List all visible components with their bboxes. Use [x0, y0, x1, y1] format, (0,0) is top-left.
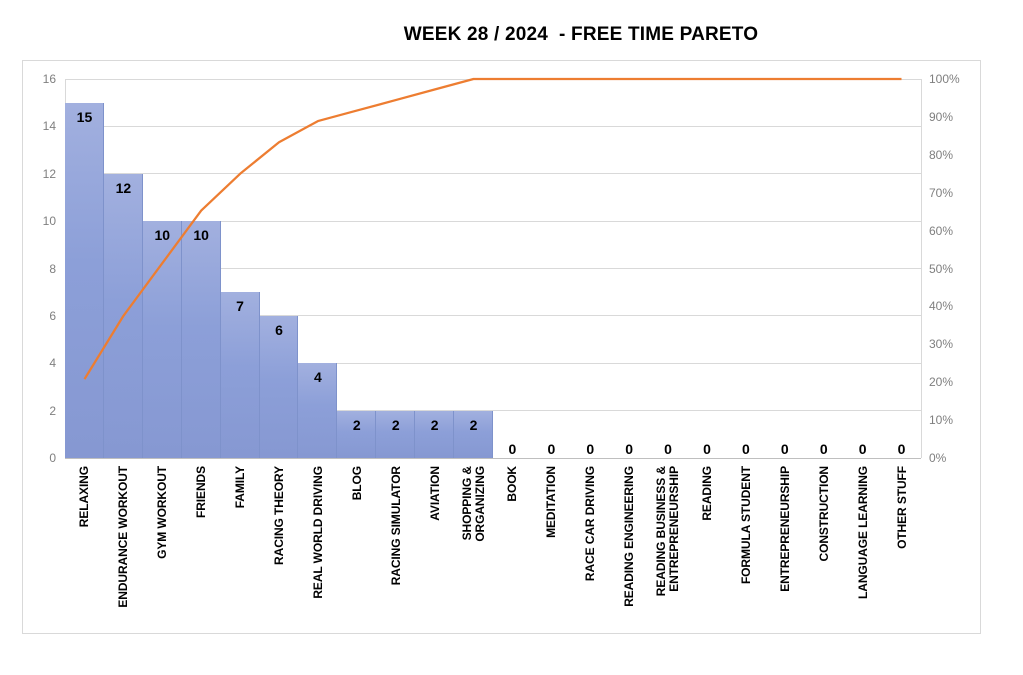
- category-label: MEDITATION: [543, 466, 558, 538]
- bar-value-label: 10: [154, 227, 171, 244]
- category-label: REAL WORLD DRIVING: [310, 466, 325, 599]
- left-axis-tick: 16: [42, 72, 56, 86]
- category-label: RACE CAR DRIVING: [582, 466, 597, 582]
- bar-friends: [181, 221, 221, 458]
- right-axis-tick: 20%: [929, 375, 954, 390]
- chart-title: WEEK 28 / 2024 - FREE TIME PARETO: [403, 24, 759, 45]
- bar-value-label: 0: [508, 441, 517, 457]
- right-axis-tick: 90%: [929, 109, 954, 124]
- bar-value-label: 2: [352, 416, 361, 433]
- category-label: READING ENGINEERING: [621, 466, 636, 607]
- category-label: SHOPPING & ORGANIZING: [459, 466, 487, 542]
- left-axis-tick: 2: [49, 403, 56, 418]
- gridline: [65, 125, 921, 127]
- gridline: [65, 173, 921, 175]
- right-axis-tick: 100%: [929, 72, 960, 86]
- bar-value-label: 0: [547, 441, 556, 457]
- bar-racing-simulator: [376, 410, 416, 458]
- bar-value-label: 0: [819, 441, 828, 457]
- bar-aviation: [415, 410, 455, 458]
- bar-family: [220, 292, 260, 458]
- right-axis-tick: 50%: [929, 261, 954, 276]
- bar-value-label: 2: [469, 416, 478, 433]
- category-label: FAMILY: [232, 466, 247, 509]
- bar-value-label: 10: [193, 227, 209, 244]
- bar-value-label: 0: [586, 441, 595, 457]
- left-axis-tick: 8: [49, 261, 56, 276]
- bar-value-label: 15: [76, 108, 93, 125]
- bar-value-label: 4: [314, 369, 322, 386]
- bar-value-label: 0: [780, 441, 789, 457]
- category-label: CONSTRUCTION: [816, 466, 831, 562]
- category-label: AVIATION: [427, 466, 442, 521]
- category-label: RACING THEORY: [271, 466, 286, 565]
- x-axis-line: [65, 457, 921, 459]
- bar-value-label: 0: [742, 441, 750, 457]
- right-axis-tick: 80%: [929, 147, 954, 162]
- category-label: RACING SIMULATOR: [388, 466, 403, 586]
- category-label: BOOK: [504, 466, 519, 502]
- category-label: LANGUAGE LEARNING: [855, 466, 870, 599]
- left-axis-tick: 10: [42, 214, 56, 229]
- right-axis-tick: 40%: [929, 299, 954, 314]
- bar-value-label: 0: [858, 441, 867, 457]
- left-axis-tick: 12: [42, 166, 56, 181]
- gridline: [65, 410, 921, 412]
- bar-value-label: 2: [430, 416, 439, 433]
- category-label: FORMULA STUDENT: [738, 466, 753, 585]
- right-axis-tick: 60%: [929, 223, 954, 238]
- bar-value-label: 12: [115, 179, 132, 196]
- bar-shopping-organizing: [454, 410, 493, 458]
- category-label: FRIENDS: [193, 466, 208, 518]
- bar-endurance-workout: [103, 173, 143, 458]
- left-axis-tick: 14: [42, 119, 56, 134]
- right-axis-tick: 10%: [929, 413, 954, 428]
- right-axis-tick: 70%: [929, 185, 954, 200]
- bar-value-label: 6: [275, 321, 283, 338]
- right-axis-tick: 30%: [929, 337, 954, 352]
- left-axis-tick: 6: [49, 308, 56, 323]
- bar-gym-workout: [142, 221, 182, 458]
- category-label: BLOG: [349, 466, 364, 501]
- bar-value-label: 0: [703, 441, 711, 457]
- bar-relaxing: [65, 102, 104, 458]
- category-label: GYM WORKOUT: [154, 466, 169, 559]
- bar-value-label: 7: [236, 298, 244, 315]
- left-axis-tick: 0: [49, 451, 56, 465]
- bar-value-label: 0: [664, 441, 672, 457]
- category-label: READING BUSINESS & ENTREPRENEURSHIP: [654, 466, 682, 597]
- category-label: ENDURANCE WORKOUT: [115, 466, 130, 608]
- plot-border: [920, 79, 922, 458]
- bar-blog: [337, 410, 377, 458]
- left-axis-tick: 4: [49, 356, 56, 371]
- gridline: [65, 78, 921, 80]
- category-label: RELAXING: [76, 466, 91, 528]
- category-label: OTHER STUFF: [894, 466, 909, 549]
- bar-value-label: 2: [391, 416, 400, 433]
- category-label: READING: [699, 466, 714, 521]
- right-axis-tick: 0%: [929, 451, 947, 465]
- category-label: ENTREPRENEURSHIP: [777, 466, 792, 592]
- bar-value-label: 0: [625, 441, 634, 457]
- bar-value-label: 0: [897, 441, 906, 457]
